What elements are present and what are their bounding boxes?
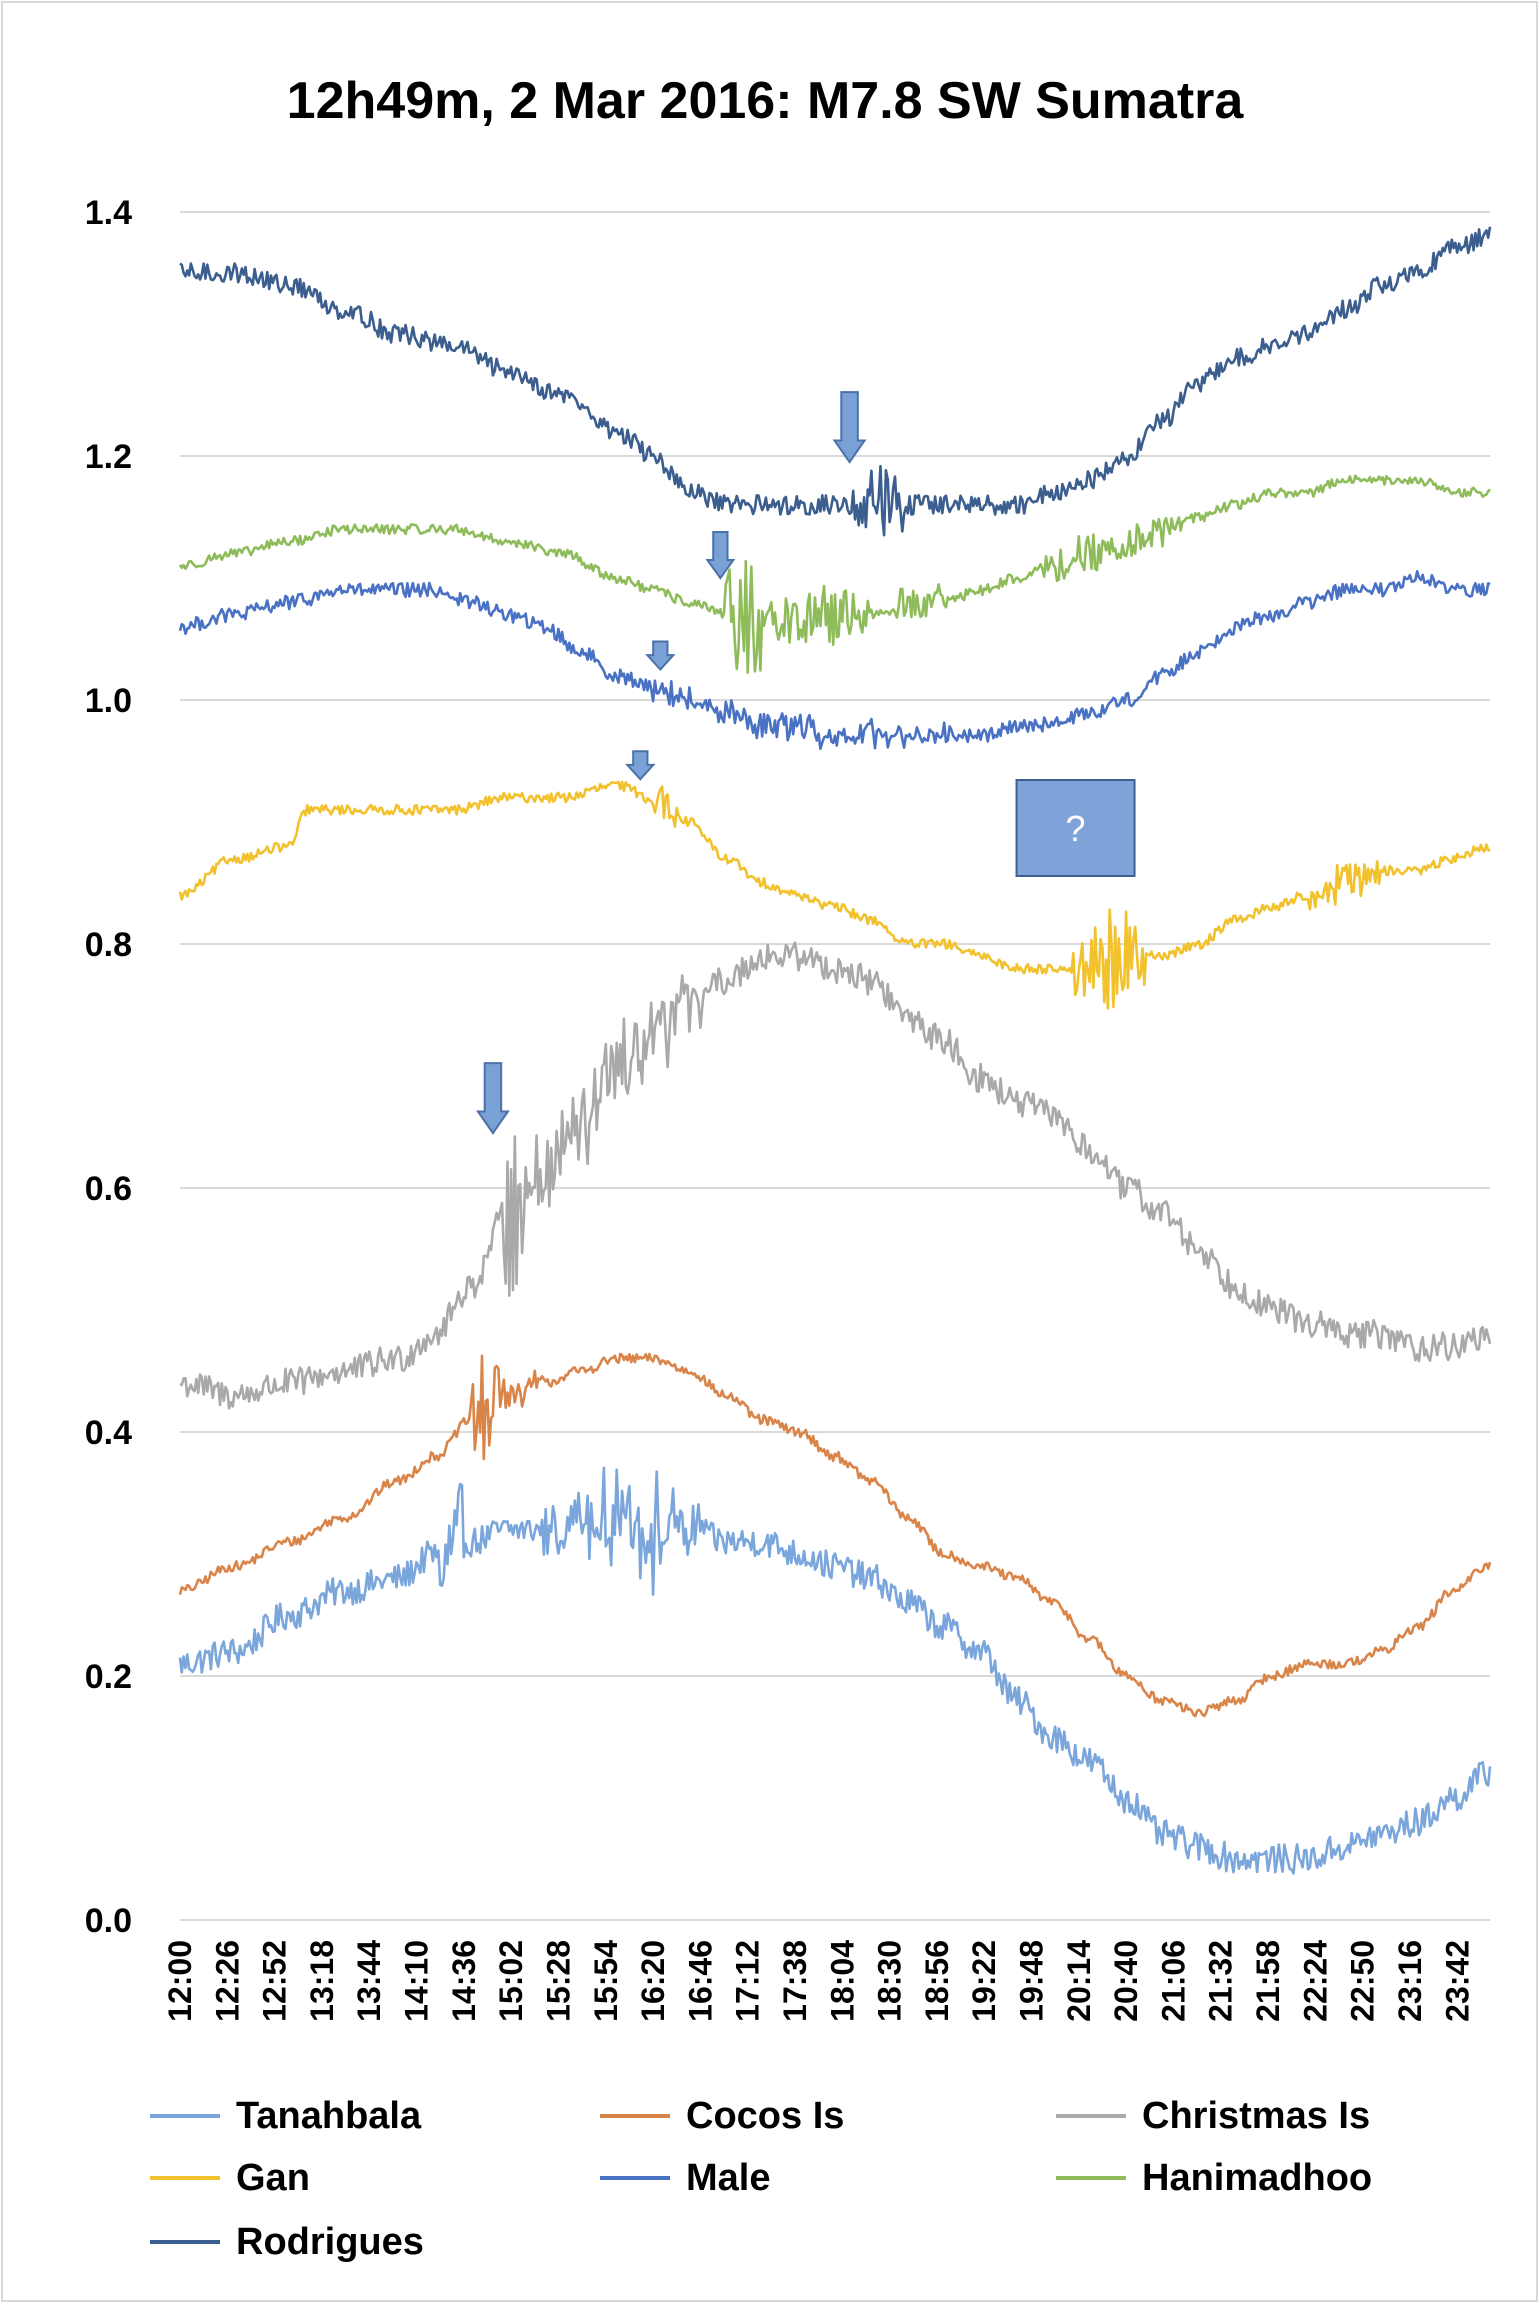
x-tick-label: 13:44 — [351, 1940, 387, 2022]
x-tick-label: 23:42 — [1439, 1940, 1475, 2022]
x-tick-label: 12:26 — [209, 1940, 245, 2022]
x-tick-label: 18:56 — [919, 1940, 955, 2022]
series-line-christmas-is — [179, 941, 1492, 1410]
question-box-label: ? — [1066, 808, 1086, 849]
down-arrow-icon — [832, 391, 867, 464]
legend-label: Cocos Is — [686, 2095, 844, 2137]
legend-label: Hanimadhoo — [1142, 2157, 1372, 2199]
y-tick-label: 1.0 — [85, 682, 132, 720]
x-tick-label: 21:32 — [1203, 1940, 1239, 2022]
legend-label: Male — [686, 2157, 770, 2199]
x-axis: 12:00 12:26 12:52 13:18 13:44 14:10 14:36 15:02… — [162, 1940, 1475, 2022]
x-tick-label: 14:10 — [399, 1940, 435, 2022]
y-tick-label: 1.4 — [85, 194, 132, 232]
series-lines — [178, 226, 1492, 1875]
x-tick-label: 12:00 — [162, 1940, 198, 2022]
x-tick-label: 21:06 — [1155, 1940, 1191, 2022]
x-tick-label: 20:40 — [1108, 1940, 1144, 2022]
x-tick-label: 17:38 — [777, 1940, 813, 2022]
legend-label: Tanahbala — [236, 2095, 422, 2137]
x-tick-label: 22:24 — [1297, 1940, 1333, 2022]
legend-label: Christmas Is — [1142, 2095, 1370, 2137]
series-line-tanahbala — [178, 1466, 1492, 1875]
down-arrow-icon — [705, 531, 736, 580]
series-line-gan — [178, 780, 1491, 1010]
series-line-cocos-is — [178, 1352, 1492, 1718]
down-arrow-icon — [625, 750, 656, 781]
series-line-rodrigues — [179, 226, 1492, 537]
x-tick-label: 20:14 — [1061, 1940, 1097, 2022]
x-tick-label: 17:12 — [730, 1940, 766, 2022]
x-tick-label: 16:20 — [635, 1940, 671, 2022]
x-tick-label: 21:58 — [1250, 1940, 1286, 2022]
legend-label: Gan — [236, 2157, 310, 2199]
x-tick-label: 15:02 — [493, 1940, 529, 2022]
chart-title: 12h49m, 2 Mar 2016: M7.8 SW Sumatra — [287, 72, 1245, 130]
down-arrow-icon — [476, 1062, 510, 1135]
y-tick-label: 0.8 — [85, 926, 132, 964]
x-tick-label: 15:54 — [588, 1940, 624, 2022]
legend-label: Rodrigues — [236, 2221, 424, 2263]
y-tick-label: 0.6 — [85, 1170, 132, 1208]
x-tick-label: 18:04 — [824, 1940, 860, 2022]
x-tick-label: 16:46 — [682, 1940, 718, 2022]
x-tick-label: 22:50 — [1345, 1940, 1381, 2022]
annotations: ? — [476, 391, 1136, 1135]
x-tick-label: 13:18 — [304, 1940, 340, 2022]
y-tick-label: 0.2 — [85, 1658, 132, 1696]
x-tick-label: 18:30 — [872, 1940, 908, 2022]
x-tick-label: 14:36 — [446, 1940, 482, 2022]
gridlines — [180, 211, 1490, 1921]
down-arrow-icon — [645, 640, 676, 671]
y-tick-label: 1.2 — [85, 438, 132, 476]
question-box — [1015, 779, 1136, 877]
x-tick-label: 23:16 — [1392, 1940, 1428, 2022]
legend: Tanahbala Cocos Is Christmas Is Gan Male Hani… — [150, 2095, 1372, 2263]
y-tick-label: 0.0 — [85, 1902, 132, 1940]
y-tick-label: 0.4 — [85, 1414, 132, 1452]
x-tick-label: 19:48 — [1014, 1940, 1050, 2022]
series-line-hanimadhoo — [178, 474, 1491, 674]
x-tick-label: 15:28 — [540, 1940, 576, 2022]
y-axis: 0.0 0.2 0.4 0.6 0.8 1.0 1.2 1.4 — [85, 194, 132, 1940]
x-tick-label: 12:52 — [257, 1940, 293, 2022]
series-line-male — [178, 569, 1491, 751]
x-tick-label: 19:22 — [966, 1940, 1002, 2022]
